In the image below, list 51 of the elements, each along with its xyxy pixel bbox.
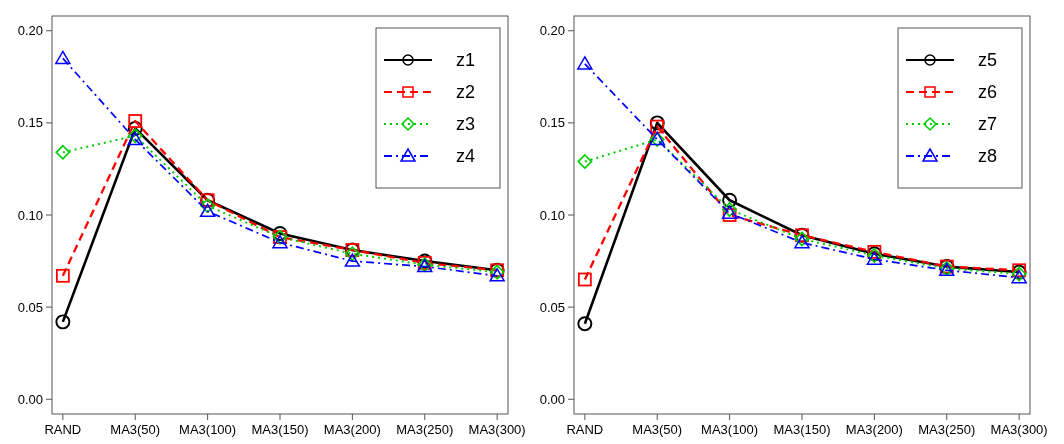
y-tick-label: 0.15: [539, 115, 565, 131]
point: [55, 50, 71, 65]
x-tick-label: MA3(50): [632, 422, 683, 437]
point: [199, 203, 216, 218]
x-tick-label: MA3(150): [773, 422, 831, 437]
y-tick-label: 0.00: [17, 391, 43, 407]
point: [577, 154, 593, 169]
x-tick-label: MA3(50): [110, 422, 161, 437]
x-tick-label: MA3(150): [251, 422, 309, 437]
legend-label: z7: [978, 114, 998, 135]
y-tick-label: 0.05: [539, 299, 565, 315]
legend-label: z3: [456, 114, 476, 135]
legend-label: z1: [456, 50, 476, 71]
point: [200, 198, 216, 214]
y-tick-label: 0.10: [17, 207, 43, 223]
x-tick-label: MA3(100): [701, 422, 759, 437]
x-tick-label: RAND: [44, 422, 82, 437]
point: [55, 314, 71, 330]
legend-label: z5: [978, 50, 998, 71]
point: [650, 119, 665, 134]
y-tick-label: 0.20: [539, 23, 565, 39]
point: [128, 114, 143, 128]
x-tick-label: MA3(200): [845, 422, 903, 437]
x-tick-label: MA3(100): [179, 422, 237, 437]
point: [127, 120, 143, 136]
x-tick-label: MA3(250): [396, 422, 454, 437]
point: [722, 192, 738, 208]
x-tick-label: MA3(250): [918, 422, 976, 437]
x-tick-label: MA3(300): [990, 422, 1048, 437]
y-tick-label: 0.00: [539, 391, 565, 407]
point: [649, 115, 665, 131]
x-tick-label: MA3(300): [468, 422, 526, 437]
point: [55, 144, 71, 160]
point: [489, 268, 505, 282]
point: [577, 316, 593, 332]
point: [344, 246, 360, 262]
legend-label: z4: [456, 146, 476, 167]
point: [272, 234, 288, 249]
legend-label: z8: [978, 146, 998, 167]
point: [577, 272, 592, 287]
y-tick-label: 0.05: [17, 299, 43, 315]
y-tick-label: 0.20: [17, 23, 43, 39]
point: [344, 253, 361, 267]
y-tick-label: 0.15: [17, 115, 43, 131]
x-tick-label: RAND: [566, 422, 604, 437]
x-tick-label: MA3(200): [323, 422, 381, 437]
legend-label: z6: [978, 82, 998, 103]
point: [55, 268, 70, 283]
y-tick-label: 0.10: [539, 207, 565, 223]
point: [577, 56, 593, 70]
legend-label: z2: [456, 82, 476, 103]
